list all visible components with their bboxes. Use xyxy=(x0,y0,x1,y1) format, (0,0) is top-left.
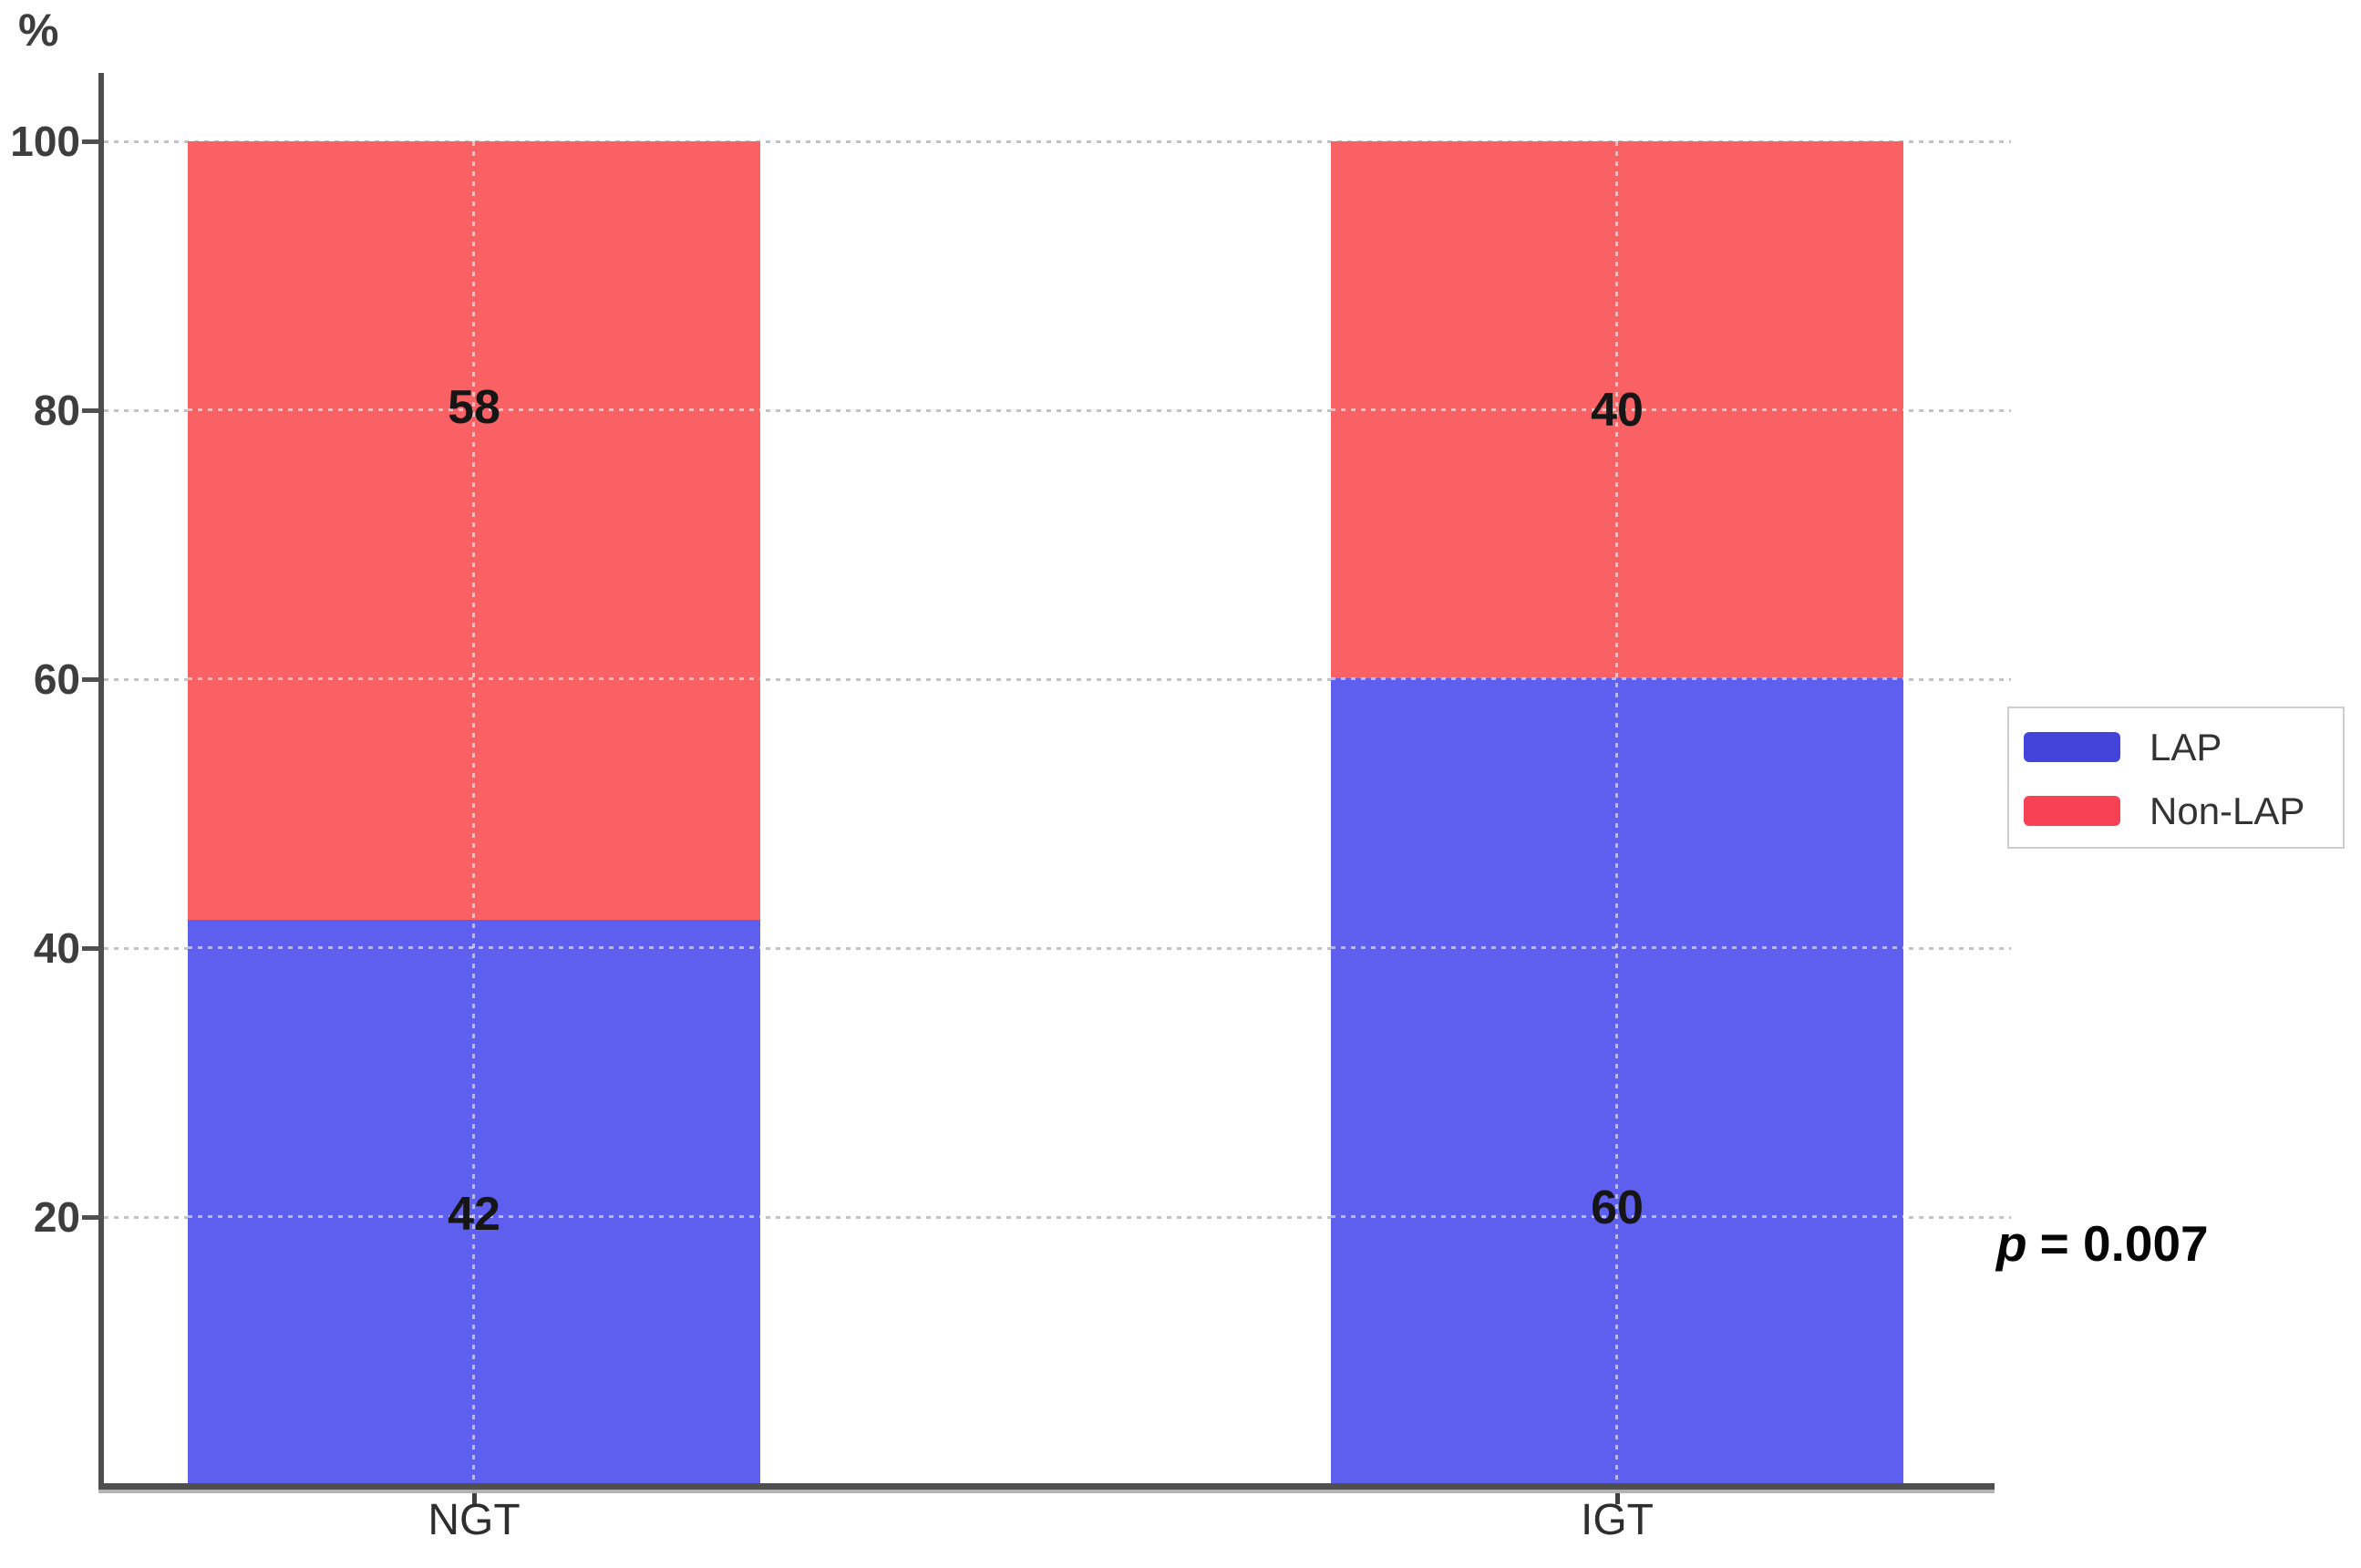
y-tick-60 xyxy=(82,677,98,682)
y-tick-label-60: 60 xyxy=(33,655,80,703)
legend-box: LAP Non-LAP xyxy=(2007,707,2345,849)
bar-group-ngt: 58 42 xyxy=(188,141,760,1483)
gridline-overlay xyxy=(1331,677,1903,680)
gridline-overlay xyxy=(1331,408,1903,411)
y-axis-unit-label: % xyxy=(18,5,59,56)
x-category-label-igt: IGT xyxy=(1581,1496,1654,1544)
gridline-overlay xyxy=(188,1215,760,1218)
y-tick-label-20: 20 xyxy=(33,1193,80,1241)
y-tick-100 xyxy=(82,139,98,144)
y-tick-label-40: 40 xyxy=(33,924,80,972)
gridline-overlay xyxy=(188,408,760,411)
y-tick-20 xyxy=(82,1215,98,1220)
y-tick-40 xyxy=(82,946,98,951)
segment-value-label-lap-ngt: 42 xyxy=(448,1188,500,1241)
p-value-symbol: p xyxy=(1996,1215,2027,1272)
x-tick-igt xyxy=(1615,1490,1620,1504)
legend-label-nonlap: Non-LAP xyxy=(2150,789,2305,832)
gridline-overlay xyxy=(1331,1215,1903,1218)
vertical-gridline-igt xyxy=(1615,141,1618,1483)
segment-value-label-nonlap-ngt: 58 xyxy=(448,381,500,434)
vertical-gridline-ngt xyxy=(472,141,475,1483)
gridline-40 xyxy=(104,947,2011,950)
segment-value-label-lap-igt: 60 xyxy=(1591,1181,1644,1234)
gridline-overlay xyxy=(1331,946,1903,949)
y-tick-80 xyxy=(82,408,98,413)
legend-swatch-lap xyxy=(2024,732,2120,762)
y-axis-spine xyxy=(98,73,104,1490)
gridline-80 xyxy=(104,409,2011,412)
y-tick-label-80: 80 xyxy=(33,387,80,434)
x-tick-ngt xyxy=(472,1490,477,1504)
bar-group-igt: 40 60 xyxy=(1331,141,1903,1483)
gridline-overlay xyxy=(188,677,760,680)
legend-label-lap: LAP xyxy=(2150,726,2222,769)
gridline-60 xyxy=(104,678,2011,681)
gridline-20 xyxy=(104,1216,2011,1219)
gridline-overlay xyxy=(188,946,760,949)
legend-swatch-nonlap xyxy=(2024,796,2120,826)
x-axis-spine xyxy=(98,1483,1995,1493)
segment-value-label-nonlap-igt: 40 xyxy=(1591,384,1644,437)
gridline-100 xyxy=(104,140,2011,143)
p-value-annotation: p = 0.007 xyxy=(1996,1214,2209,1273)
p-value-text: = 0.007 xyxy=(2039,1215,2209,1272)
x-category-label-ngt: NGT xyxy=(428,1496,521,1544)
y-tick-label-100: 100 xyxy=(10,118,80,165)
